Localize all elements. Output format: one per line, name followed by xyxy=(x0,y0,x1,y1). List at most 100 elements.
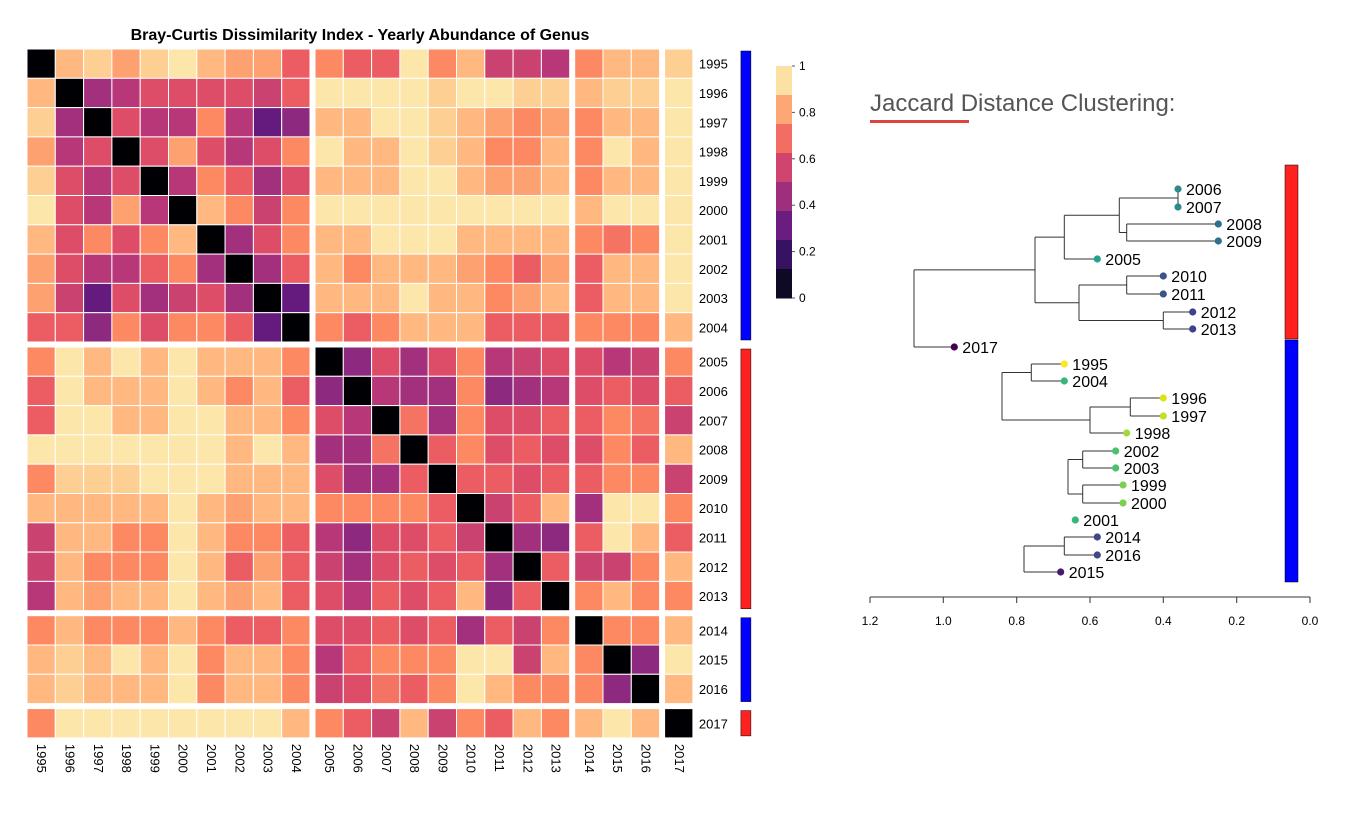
heatmap-cell-1997-2015 xyxy=(602,107,632,138)
heatmap-cell-2014-2017 xyxy=(664,615,694,646)
dendrogram-axis: 1.2 1.0 0.8 0.6 0.4 0.2 0.0 xyxy=(862,596,1319,628)
heatmap-cell-1999-1999 xyxy=(139,165,169,196)
heatmap-cell-2004-2007 xyxy=(371,312,401,343)
heatmap-cell-2010-2017 xyxy=(664,493,694,524)
heatmap-cluster-bar-blue xyxy=(740,617,752,702)
heatmap-cell-2016-2001 xyxy=(196,673,226,705)
heatmap-cell-2002-2013 xyxy=(540,253,571,284)
heatmap-col-label: 2012 xyxy=(520,744,535,773)
heatmap-cell-1996-2015 xyxy=(602,77,632,109)
heatmap-col-label: 2004 xyxy=(289,744,304,773)
heatmap-cell-1997-1999 xyxy=(139,107,169,138)
dendrogram-leaf-point xyxy=(1214,220,1222,228)
dendrogram-leaf-label: 2003 xyxy=(1124,461,1160,478)
heatmap-cell-2017-2001 xyxy=(196,708,226,739)
heatmap-col-label: 2011 xyxy=(492,744,507,772)
dendrogram-leaf-label: 2004 xyxy=(1072,374,1108,391)
dendrogram-leaf-label: 2014 xyxy=(1105,530,1141,547)
heatmap-cell-1998-2000 xyxy=(168,136,198,167)
heatmap-cell-2009-1997 xyxy=(83,463,113,495)
heatmap-cell-1999-2002 xyxy=(224,165,254,196)
heatmap-cell-2016-1996 xyxy=(54,673,85,705)
heatmap-cell-2004-2004 xyxy=(281,312,311,343)
dendrogram-leaf-label: 2011 xyxy=(1171,287,1206,304)
heatmap-cell-2004-2010 xyxy=(456,312,486,343)
heatmap-cell-2007-1995 xyxy=(26,405,56,436)
heatmap-cell-2002-2015 xyxy=(602,253,632,284)
heatmap-cell-2013-2007 xyxy=(371,580,401,612)
legend-tick-label: 1 xyxy=(799,59,806,73)
heatmap-row-label: 1999 xyxy=(699,174,728,189)
spellcheck-underline xyxy=(870,120,969,123)
dendrogram-title-rest: Distance Clustering: xyxy=(954,90,1176,117)
heatmap-row-label: 2009 xyxy=(699,472,728,487)
heatmap-cell-2017-2014 xyxy=(574,708,604,739)
heatmap-row-label: 2013 xyxy=(699,589,728,604)
heatmap-cell-2011-1996 xyxy=(54,522,85,553)
legend-swatch xyxy=(776,240,792,270)
heatmap-cell-2012-2013 xyxy=(540,551,571,582)
heatmap-cell-2017-2002 xyxy=(224,708,254,739)
heatmap-cell-2007-2011 xyxy=(484,405,514,436)
heatmap-cells xyxy=(26,48,694,739)
heatmap-cell-1999-2009 xyxy=(427,165,458,196)
heatmap-cell-1997-2010 xyxy=(456,107,486,138)
heatmap-cell-1997-2017 xyxy=(664,107,694,138)
heatmap-cell-2010-1996 xyxy=(54,493,85,524)
heatmap-cell-2001-2006 xyxy=(342,224,373,255)
heatmap-cell-1995-2013 xyxy=(540,48,571,79)
dendrogram-leaf-point xyxy=(1093,551,1101,559)
heatmap-cell-2013-2015 xyxy=(602,580,632,612)
dendrogram-leaf-point xyxy=(1057,568,1065,576)
heatmap-cell-2001-2008 xyxy=(399,224,429,255)
heatmap-cell-1998-1998 xyxy=(111,136,141,167)
heatmap-row-labels: 1995 1996 1997 1998 1999 2000 2001 2002 2003 2004… xyxy=(699,57,728,732)
heatmap-col-label: 2014 xyxy=(582,744,597,773)
heatmap-row-label: 2005 xyxy=(699,355,728,370)
heatmap-cell-1995-2003 xyxy=(252,48,283,79)
heatmap-cell-2012-1999 xyxy=(139,551,169,582)
heatmap-cell-2007-2016 xyxy=(630,405,661,436)
heatmap-cell-2014-2015 xyxy=(602,615,632,646)
heatmap-cluster-bar-blue xyxy=(740,50,752,341)
heatmap-cell-2017-1997 xyxy=(83,708,113,739)
heatmap-col-label: 2017 xyxy=(672,744,687,773)
dendrogram-axis-label: 1.0 xyxy=(935,614,952,628)
heatmap-cell-2013-2011 xyxy=(484,580,514,612)
heatmap-cell-2014-2014 xyxy=(574,615,604,646)
heatmap-cell-1997-2013 xyxy=(540,107,571,138)
heatmap-col-label: 2009 xyxy=(435,744,450,773)
heatmap-cell-2016-2009 xyxy=(427,673,458,705)
dendrogram-cluster-bars xyxy=(1284,164,1299,583)
heatmap-cell-2000-2011 xyxy=(484,195,514,226)
heatmap-cell-2009-2003 xyxy=(252,463,283,495)
dendrogram-title: Jaccard Distance Clustering: xyxy=(870,90,1175,118)
heatmap-row-label: 2010 xyxy=(699,501,728,516)
dendrogram-leaf-point xyxy=(1119,499,1127,507)
heatmap-row-label: 2000 xyxy=(699,203,728,218)
heatmap-cell-2013-1998 xyxy=(111,580,141,612)
heatmap-cell-1999-2000 xyxy=(168,165,198,196)
dendrogram-leaf-label: 1999 xyxy=(1131,478,1167,495)
heatmap-row-label: 1995 xyxy=(699,57,728,72)
heatmap-cell-2011-2006 xyxy=(342,522,373,553)
heatmap-cell-2017-2017 xyxy=(664,708,694,739)
heatmap-cell-2003-2001 xyxy=(196,282,226,314)
heatmap-cell-2015-2010 xyxy=(456,644,486,675)
heatmap-cell-2012-2004 xyxy=(281,551,311,582)
heatmap-cell-2017-1995 xyxy=(26,708,56,739)
heatmap-cell-2014-1995 xyxy=(26,615,56,646)
heatmap-cell-2013-2009 xyxy=(427,580,458,612)
heatmap-cell-2017-2009 xyxy=(427,708,458,739)
heatmap-cell-1999-2004 xyxy=(281,165,311,196)
heatmap-cell-2008-2013 xyxy=(540,434,571,465)
heatmap-cell-2007-1997 xyxy=(83,405,113,436)
heatmap-cluster-bars xyxy=(740,50,752,737)
heatmap-cell-2001-2003 xyxy=(252,224,283,255)
dendrogram-cluster-bar-blue xyxy=(1284,339,1299,583)
dendrogram-leaf-point xyxy=(1071,516,1079,524)
heatmap-cell-2013-2001 xyxy=(196,580,226,612)
heatmap-cell-1999-2016 xyxy=(630,165,661,196)
heatmap-cell-2002-1999 xyxy=(139,253,169,284)
